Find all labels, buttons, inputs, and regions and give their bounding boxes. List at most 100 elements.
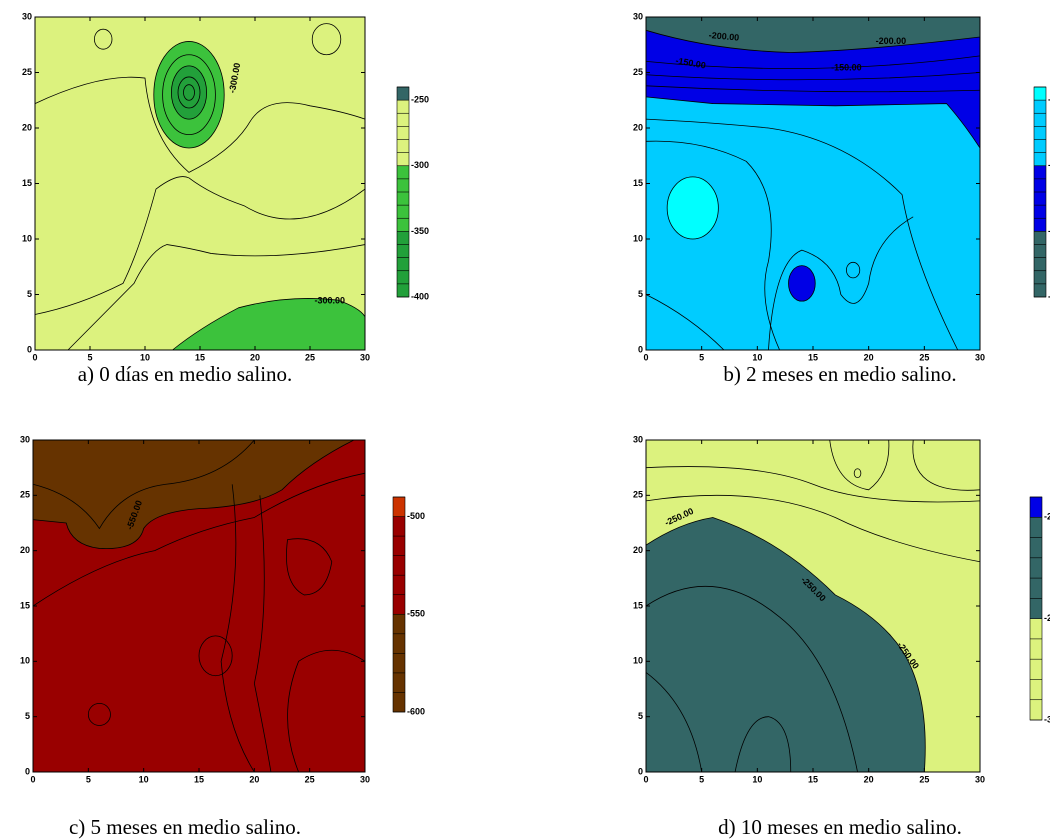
colorbar-tick-label: -250 [411, 95, 429, 105]
colorbar-band [1034, 231, 1046, 297]
y-tick-label: 20 [22, 122, 32, 132]
colorbar-tick-label: -150 [1048, 160, 1050, 170]
x-tick-label: 10 [140, 352, 150, 362]
contour-field [33, 440, 365, 772]
y-tick-label: 0 [27, 344, 32, 354]
x-tick-label: 25 [919, 774, 929, 784]
x-tick-label: 30 [975, 352, 985, 362]
x-tick-label: 5 [86, 774, 91, 784]
region [171, 66, 206, 119]
colorbar-band [397, 100, 409, 166]
x-tick-label: 15 [808, 352, 818, 362]
colorbar-band [1034, 87, 1046, 101]
colorbar-band [1030, 618, 1042, 720]
colorbar-tick-label: -200 [1044, 512, 1050, 522]
colorbar-frame [1033, 86, 1047, 298]
y-tick-label: 5 [27, 289, 32, 299]
colorbar-band [1030, 517, 1042, 619]
region [33, 440, 354, 549]
y-tick-label: 5 [25, 711, 30, 721]
y-tick-label: 15 [20, 600, 30, 610]
caption: b) 2 meses en medio salino. [723, 362, 956, 386]
colorbar-tick-label: -400 [411, 291, 429, 301]
colorbar-tick-label: -250 [1044, 613, 1050, 623]
y-tick-label: 5 [638, 289, 643, 299]
y-tick-label: 10 [20, 656, 30, 666]
x-tick-label: 0 [643, 774, 648, 784]
colorbar-band [1034, 100, 1046, 166]
region [646, 17, 980, 53]
contour-field [35, 17, 365, 350]
x-tick-label: 30 [360, 774, 370, 784]
colorbar-tick-label: -350 [411, 226, 429, 236]
y-tick-label: 15 [22, 178, 32, 188]
y-tick-label: 15 [633, 600, 643, 610]
region [646, 517, 925, 772]
y-tick-label: 30 [20, 434, 30, 444]
y-tick-label: 25 [633, 67, 643, 77]
y-tick-label: 20 [633, 545, 643, 555]
region [789, 266, 816, 302]
x-tick-label: 5 [699, 352, 704, 362]
colorbar-band [1034, 165, 1046, 232]
y-tick-label: 0 [25, 766, 30, 776]
contour-field [646, 17, 980, 350]
x-tick-label: 15 [808, 774, 818, 784]
x-tick-label: 15 [194, 774, 204, 784]
x-tick-label: 30 [360, 352, 370, 362]
colorbar-band [397, 165, 409, 232]
y-tick-label: 30 [633, 11, 643, 21]
x-tick-label: 0 [30, 774, 35, 784]
y-tick-label: 20 [20, 545, 30, 555]
contour-label: -300.00 [315, 296, 346, 306]
x-tick-label: 25 [305, 352, 315, 362]
x-tick-label: 30 [975, 774, 985, 784]
caption: c) 5 meses en medio salino. [69, 815, 301, 839]
x-tick-label: 10 [752, 352, 762, 362]
contour-label: -200.00 [708, 30, 739, 43]
colorbar-tick-label: -550 [407, 609, 425, 619]
colorbar-tick-label: -250 [1048, 291, 1050, 301]
x-tick-label: 20 [250, 352, 260, 362]
colorbar-band [393, 516, 405, 615]
x-tick-label: 25 [305, 774, 315, 784]
colorbar-tick-label: -600 [407, 706, 425, 716]
y-tick-label: 0 [638, 344, 643, 354]
x-tick-label: 0 [32, 352, 37, 362]
colorbar-tick-label: -300 [1044, 714, 1050, 724]
y-tick-label: 10 [633, 233, 643, 243]
colorbar-band [393, 614, 405, 712]
contour-label: -150.00 [831, 62, 862, 72]
caption: d) 10 meses en medio salino. [718, 815, 962, 839]
x-tick-label: 10 [752, 774, 762, 784]
y-tick-label: 0 [638, 766, 643, 776]
x-tick-label: 5 [87, 352, 92, 362]
x-tick-label: 5 [699, 774, 704, 784]
x-tick-label: 20 [864, 352, 874, 362]
y-tick-label: 30 [22, 11, 32, 21]
y-tick-label: 25 [633, 490, 643, 500]
y-tick-label: 30 [633, 434, 643, 444]
y-tick-label: 10 [633, 656, 643, 666]
y-tick-label: 25 [22, 67, 32, 77]
y-tick-label: 25 [20, 490, 30, 500]
region [667, 177, 718, 239]
x-tick-label: 15 [195, 352, 205, 362]
colorbar-band [1030, 497, 1042, 518]
colorbar-tick-label: -500 [407, 511, 425, 521]
x-tick-label: 10 [139, 774, 149, 784]
colorbar-tick-label: -100 [1048, 95, 1050, 105]
y-tick-label: 20 [633, 122, 643, 132]
colorbar-frame [1029, 496, 1043, 721]
contour-label: -200.00 [876, 36, 907, 46]
colorbar-band [393, 497, 405, 517]
x-tick-label: 20 [864, 774, 874, 784]
x-tick-label: 0 [643, 352, 648, 362]
contour-field [646, 440, 980, 772]
colorbar-frame [392, 496, 406, 713]
colorbar-band [397, 87, 409, 101]
y-tick-label: 10 [22, 233, 32, 243]
x-tick-label: 20 [249, 774, 259, 784]
caption: a) 0 días en medio salino. [78, 362, 293, 386]
